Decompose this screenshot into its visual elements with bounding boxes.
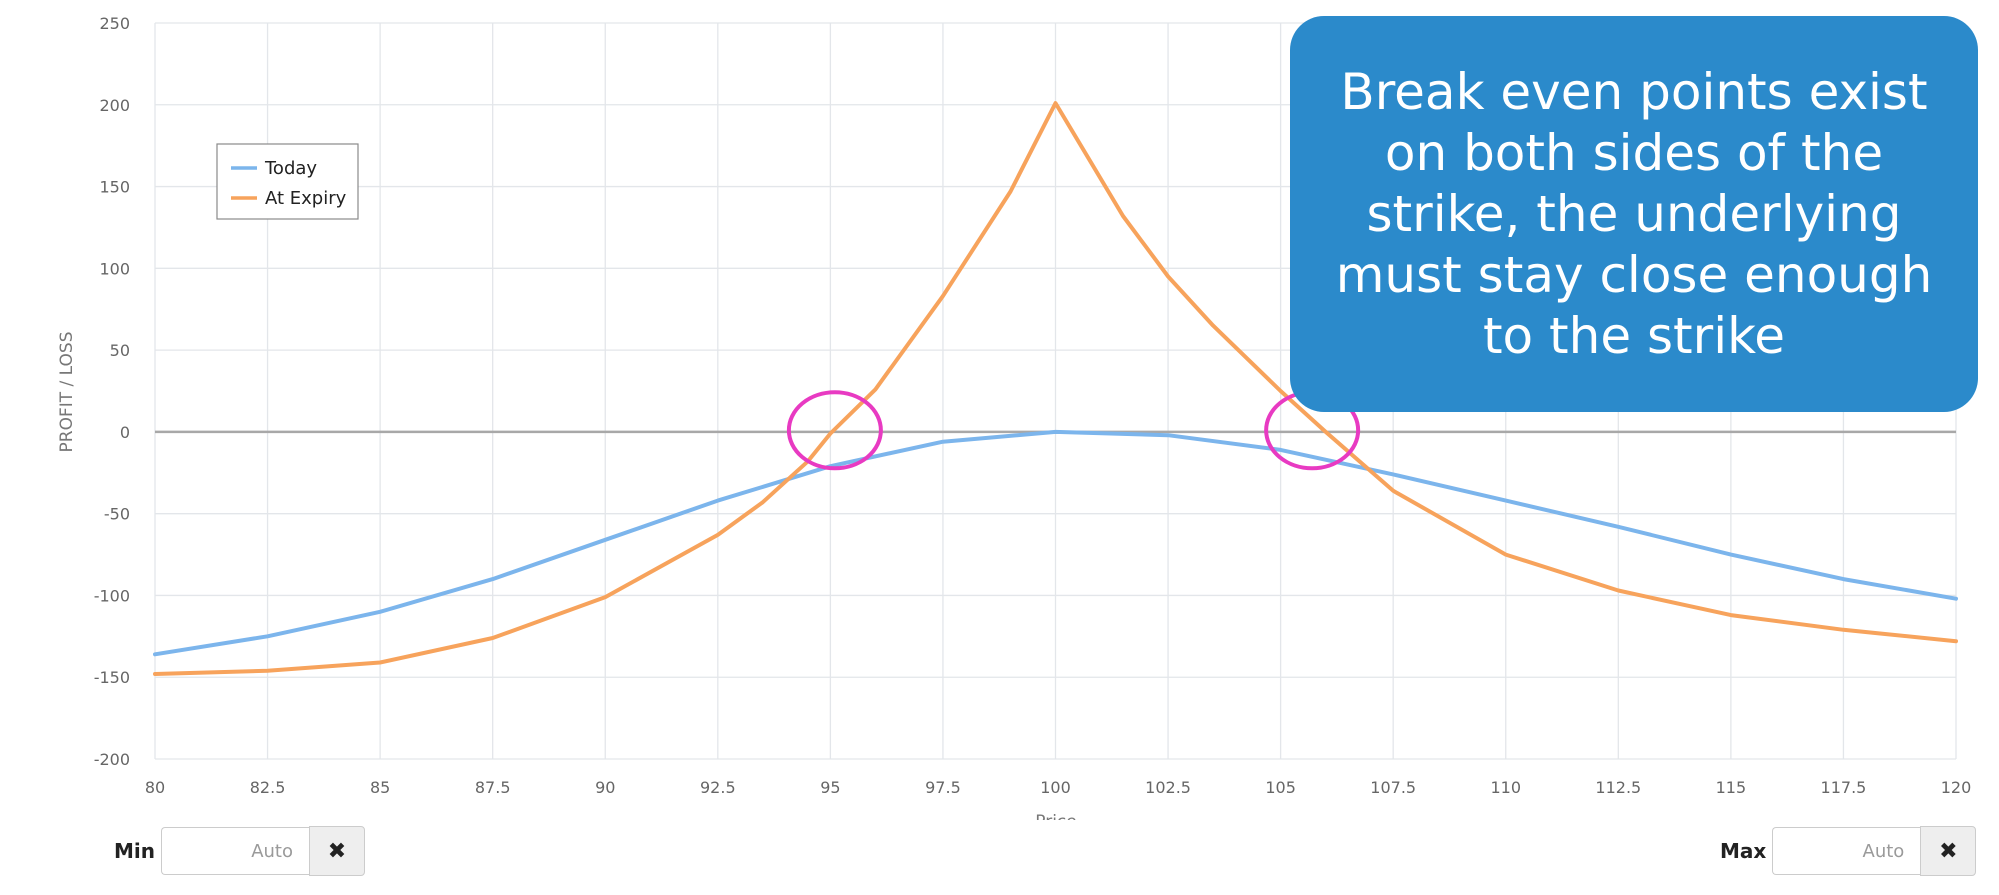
y-tick-label: 200 <box>99 96 130 115</box>
x-tick-label: 80 <box>145 778 165 797</box>
y-tick-label: -100 <box>94 586 130 605</box>
y-tick-label: -50 <box>104 505 130 524</box>
y-tick-label: -150 <box>94 668 130 687</box>
x-tick-label: 115 <box>1716 778 1747 797</box>
y-axis-title: PROFIT / LOSS <box>57 332 77 453</box>
y-tick-label: 0 <box>120 423 130 442</box>
x-tick-label: 102.5 <box>1145 778 1191 797</box>
x-tick-label: 90 <box>595 778 615 797</box>
series-lines <box>153 101 1958 676</box>
series-line-at-expiry <box>153 101 1958 676</box>
max-input[interactable] <box>1772 827 1921 875</box>
legend-label-at-expiry: At Expiry <box>265 188 347 209</box>
legend: Today At Expiry <box>216 143 359 220</box>
min-range-control: Min ✖ <box>114 826 365 876</box>
annotation-callout: Break even points exist on both sides of… <box>1290 16 1978 412</box>
y-tick-label: 150 <box>99 178 130 197</box>
x-tick-label: 95 <box>820 778 840 797</box>
x-tick-label: 92.5 <box>700 778 736 797</box>
x-tick-label: 110 <box>1490 778 1521 797</box>
close-icon[interactable]: ✖ <box>309 826 365 876</box>
x-tick-label: 105 <box>1265 778 1296 797</box>
x-axis-ticks: 80 82.5 85 87.5 90 92.5 95 97.5 100 102.5 105 107.5… <box>145 778 1971 797</box>
y-axis-ticks: 250 200 150 100 50 0 -50 -100 -150 -200 <box>94 14 130 769</box>
x-tick-label: 112.5 <box>1595 778 1641 797</box>
x-tick-label: 117.5 <box>1821 778 1867 797</box>
x-tick-label: 97.5 <box>925 778 961 797</box>
y-tick-label: 250 <box>99 14 130 33</box>
x-axis-title: Price <box>1035 812 1076 820</box>
legend-box <box>216 143 359 220</box>
y-tick-label: 100 <box>99 259 130 278</box>
series-line-today <box>153 429 1958 657</box>
min-label: Min <box>114 839 155 863</box>
max-label: Max <box>1720 839 1767 863</box>
close-icon[interactable]: ✖ <box>1920 826 1977 876</box>
y-tick-label: 50 <box>110 341 130 360</box>
max-range-control: Max ✖ <box>1720 826 1977 876</box>
y-tick-label: -200 <box>94 750 130 769</box>
x-tick-label: 85 <box>370 778 390 797</box>
x-tick-label: 87.5 <box>475 778 511 797</box>
x-tick-label: 120 <box>1941 778 1972 797</box>
x-tick-label: 82.5 <box>250 778 286 797</box>
x-tick-label: 100 <box>1040 778 1071 797</box>
break-even-circle <box>786 390 883 471</box>
callout-text: Break even points exist on both sides of… <box>1335 62 1933 365</box>
legend-label-today: Today <box>264 158 317 179</box>
min-input[interactable] <box>161 827 309 875</box>
x-tick-label: 107.5 <box>1370 778 1416 797</box>
